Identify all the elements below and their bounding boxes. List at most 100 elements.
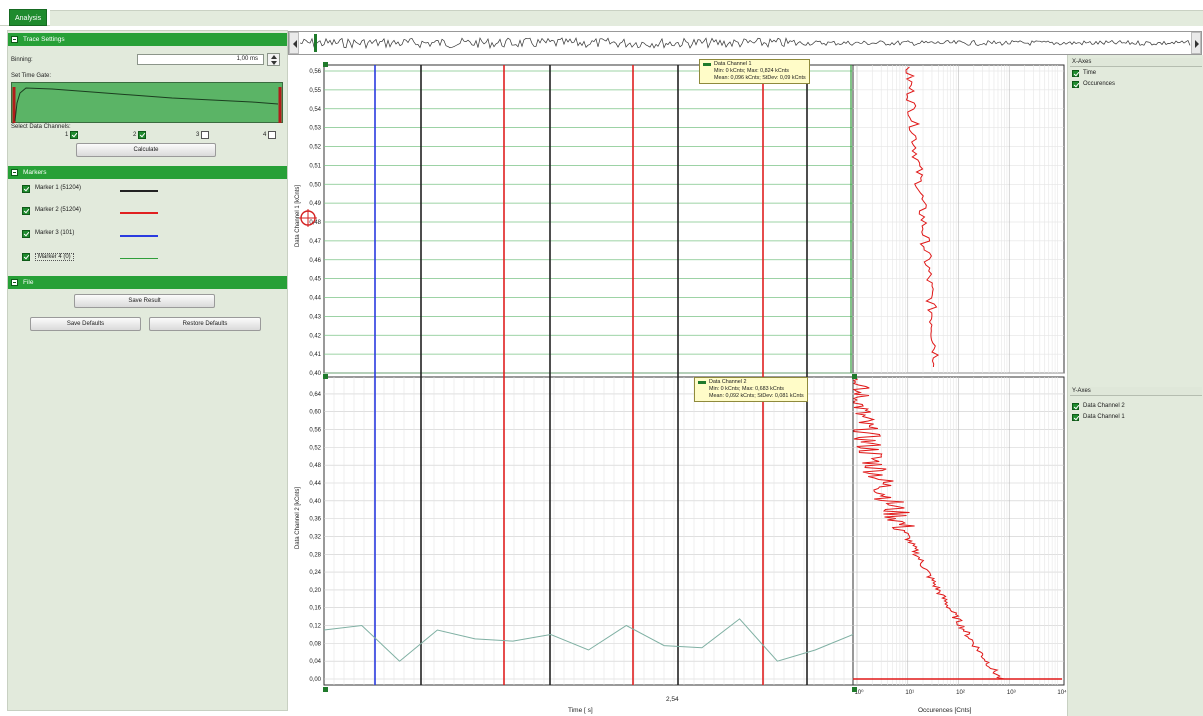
scroll-right-arrow[interactable]	[1191, 32, 1201, 54]
trace-settings-title: Trace Settings	[23, 36, 65, 43]
marker-4-swatch	[120, 258, 158, 259]
ch1-y-tick: 0,40	[309, 371, 321, 377]
channel-1-swatch	[703, 63, 711, 66]
x-axis-time-checkbox[interactable]	[1072, 70, 1079, 77]
tab-bar: Analysis	[0, 0, 1203, 26]
ch2-y-tick: 0,08	[309, 641, 321, 647]
ch2-occurences-trace	[852, 378, 1005, 680]
ch1-y-tick: 0,46	[309, 258, 321, 264]
ch2-y-tick: 0,28	[309, 552, 321, 558]
occ-x-tick: 10³	[1007, 690, 1016, 696]
ch2-y-label: Data Channel 2 [kCnts]	[295, 486, 301, 550]
channel-2-checkbox[interactable]	[138, 131, 146, 139]
ch2-y-tick: 0,64	[309, 392, 321, 398]
y-axis-ch1-checkbox[interactable]	[1072, 414, 1079, 421]
channel-4-label: 4	[263, 132, 267, 138]
x-axis-time-label: Time	[1083, 70, 1097, 76]
tooltip-mean: Mean: 0,096 kCnts; StDev: 0,09 kCnts	[714, 75, 806, 81]
ch1-y-tick: 0,41	[309, 352, 321, 358]
marker-2-swatch	[120, 212, 158, 214]
x-axis-occurences-label: Occurences	[1083, 81, 1116, 87]
ch2-y-tick: 0,12	[309, 624, 321, 630]
channel-1-checkbox[interactable]	[70, 131, 78, 139]
time-tick-label: 2,54	[666, 696, 679, 703]
ch2-time-trace	[323, 618, 854, 662]
ch2-y-tick: 0,00	[309, 677, 321, 683]
ch2-y-tick: 0,32	[309, 534, 321, 540]
ch2-y-tick: 0,56	[309, 428, 321, 434]
time-axis-label: Time [ s]	[568, 707, 593, 714]
axis-handle	[852, 687, 857, 692]
plot-canvas: 0,40 0,41 0,42 0,43 0,44 0,45 0,46 0,47 0,48 0,49…	[299, 62, 1067, 696]
ch2-y-tick: 0,52	[309, 445, 321, 451]
collapse-icon[interactable]	[11, 279, 18, 286]
ch1-y-tick: 0,52	[309, 145, 321, 151]
trace-settings-header[interactable]: Trace Settings	[8, 33, 287, 46]
x-axis-occurences-checkbox[interactable]	[1072, 81, 1079, 88]
binning-input[interactable]: 1,00 ms	[137, 54, 264, 65]
binning-spinner[interactable]	[267, 53, 280, 66]
ch1-y-tick: 0,45	[309, 277, 321, 283]
occurences-axis-label: Occurences [Cnts]	[918, 707, 972, 714]
ch1-y-tick: 0,55	[309, 88, 321, 94]
ch1-y-tick: 0,53	[309, 126, 321, 132]
y-axes-header: Y-Axes	[1070, 387, 1202, 396]
tab-strip	[50, 10, 1203, 26]
y-axis-ch2-checkbox[interactable]	[1072, 403, 1079, 410]
channel-4-checkbox[interactable]	[268, 131, 276, 139]
ch2-y-tick: 0,40	[309, 499, 321, 505]
channel-3-checkbox[interactable]	[201, 131, 209, 139]
occ-x-tick: 10⁴	[1057, 689, 1067, 696]
ch2-y-tick: 0,36	[309, 517, 321, 523]
collapse-icon[interactable]	[11, 169, 18, 176]
tab-analysis[interactable]: Analysis	[9, 9, 48, 26]
occ-x-tick: 10⁰	[854, 689, 864, 696]
ch2-y-tick: 0,16	[309, 606, 321, 612]
file-header[interactable]: File	[8, 276, 287, 289]
save-defaults-button[interactable]: Save Defaults	[30, 317, 141, 331]
tooltip-title: Data Channel 2	[709, 379, 747, 385]
marker-4-checkbox[interactable]	[22, 253, 30, 261]
time-gate-curve	[12, 87, 282, 123]
marker-1-checkbox[interactable]	[22, 185, 30, 193]
overview-trace[interactable]	[288, 31, 1202, 55]
marker-2-checkbox[interactable]	[22, 207, 30, 215]
overview-trace-path	[300, 37, 1191, 50]
save-result-button[interactable]: Save Result	[74, 294, 215, 308]
y-axis-ch2-label: Data Channel 2	[1083, 403, 1125, 409]
ch1-time-plot	[323, 64, 854, 374]
ch2-y-tick: 0,24	[309, 570, 321, 576]
calculate-button[interactable]: Calculate	[76, 143, 216, 157]
time-gate-label: Set Time Gate:	[11, 73, 52, 79]
markers-header[interactable]: Markers	[8, 166, 287, 179]
axis-handle	[323, 374, 328, 379]
occ-x-tick: 10¹	[905, 690, 914, 696]
ch1-y-tick: 0,48	[309, 220, 321, 226]
tooltip-minmax: Min: 0 kCnts; Max: 0,683 kCnts	[709, 386, 784, 392]
time-gate-plot[interactable]	[11, 82, 283, 123]
ch1-y-tick: 0,44	[309, 296, 321, 302]
overview-handle-left	[314, 34, 317, 52]
ch1-y-tick: 0,51	[309, 163, 321, 169]
restore-defaults-button[interactable]: Restore Defaults	[149, 317, 261, 331]
marker-3-checkbox[interactable]	[22, 230, 30, 238]
channel-2-label: 2	[133, 132, 137, 138]
plot-area: 0,40 0,41 0,42 0,43 0,44 0,45 0,46 0,47 0,48 0,49…	[288, 55, 1067, 716]
marker-1-label: Marker 1 (51204)	[35, 185, 82, 191]
collapse-icon[interactable]	[11, 36, 18, 43]
channel-2-tooltip: Data Channel 2 Min: 0 kCnts; Max: 0,683 …	[694, 377, 808, 402]
channel-3-label: 3	[196, 132, 200, 138]
ch1-y-tick: 0,56	[309, 69, 321, 75]
scroll-left-arrow[interactable]	[289, 32, 299, 54]
tooltip-mean: Mean: 0,092 kCnts; StDev: 0,081 kCnts	[709, 393, 804, 399]
settings-panel: Trace Settings Binning: 1,00 ms Set Time…	[7, 30, 288, 711]
axis-handle	[323, 62, 328, 67]
marker-1-swatch	[120, 190, 158, 192]
marker-4-label: Marker 4 (0)	[35, 253, 74, 261]
ch2-y-tick: 0,48	[309, 463, 321, 469]
channel-1-label: 1	[65, 132, 69, 138]
axis-handle	[323, 687, 328, 692]
ch1-y-tick: 0,50	[309, 182, 321, 188]
ch2-y-tick: 0,20	[309, 588, 321, 594]
ch1-y-tick: 0,47	[309, 239, 321, 245]
